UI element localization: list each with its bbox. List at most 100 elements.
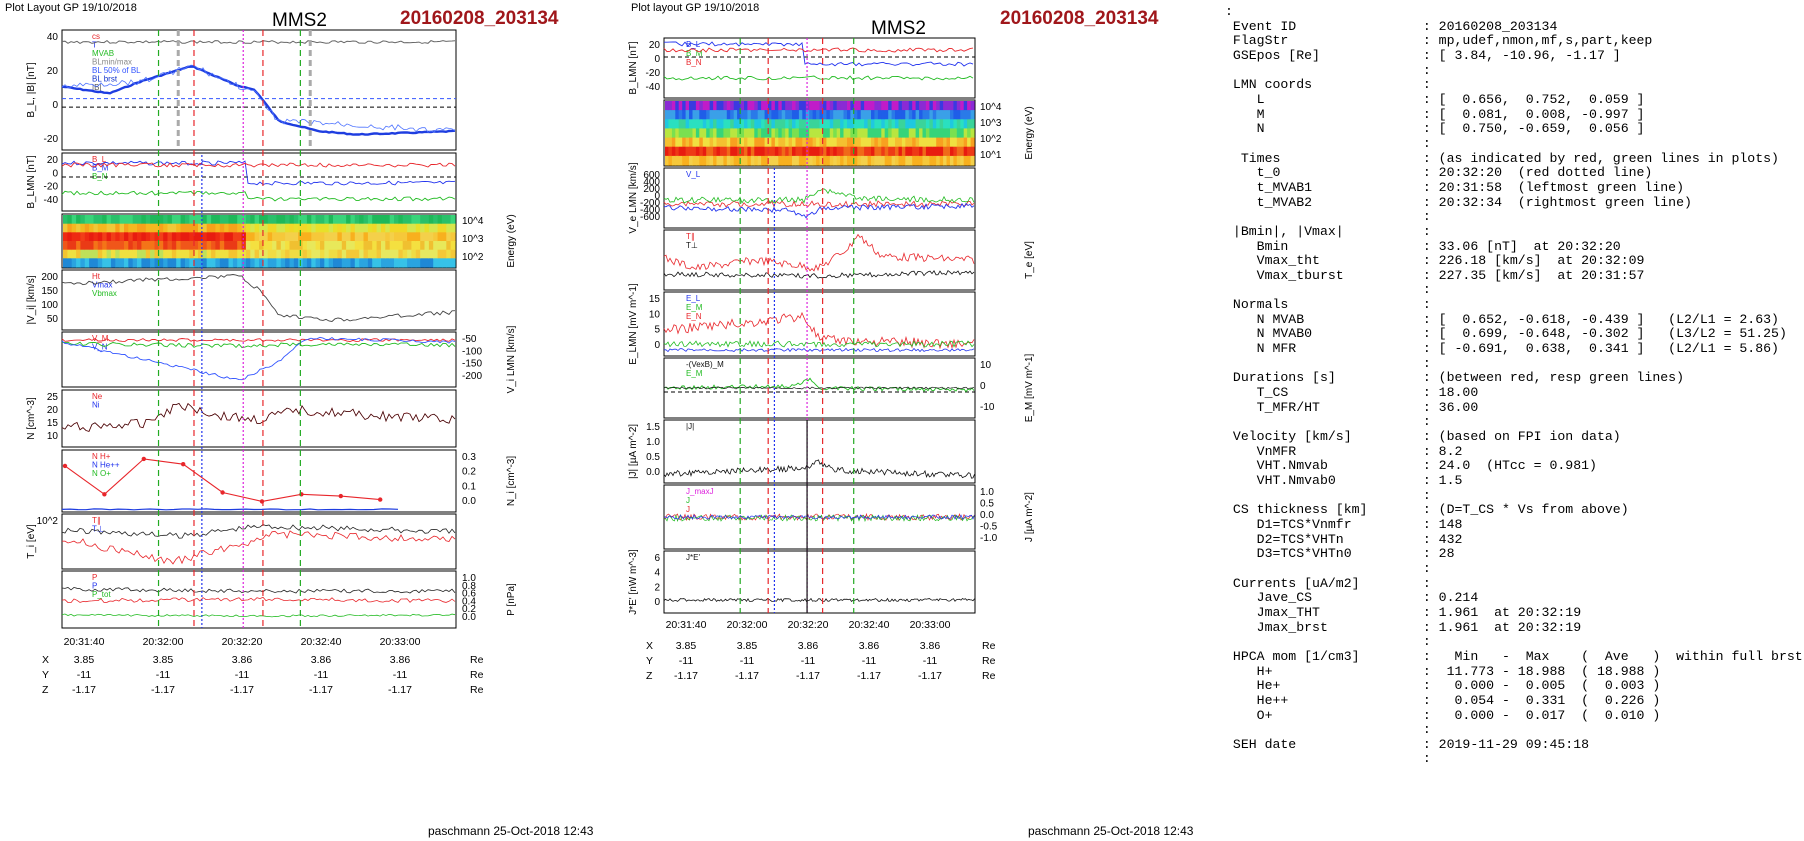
- left-time-tick: 20:31:40: [64, 636, 105, 648]
- middle-spectrogram-cell: [905, 155, 910, 166]
- middle-spectrogram-cell: [822, 101, 827, 111]
- left-spectrogram-cell: [324, 241, 330, 251]
- left-spectrogram-cell: [276, 249, 282, 259]
- left-legend-entry: V_N: [92, 343, 108, 352]
- left-spectrogram-cell: [367, 241, 373, 251]
- middle-spectrogram-cell: [925, 128, 930, 139]
- info-line: :: [1225, 209, 1431, 225]
- middle-spectrogram-cell: [840, 128, 845, 139]
- left-spectrogram-cell: [367, 215, 373, 225]
- left-spectrogram-cell: [176, 249, 182, 259]
- left-spectrogram-cell: [171, 258, 177, 268]
- left-spectrogram-cell: [346, 241, 352, 251]
- left-coord-unit: Re: [470, 669, 484, 681]
- left-spectrogram-cell: [267, 232, 273, 242]
- middle-spectrogram-cell: [761, 119, 766, 129]
- left-spectrogram-cell: [97, 241, 103, 251]
- left-spectrogram-cell: [180, 232, 186, 242]
- middle-spectrogram-cell: [901, 146, 906, 157]
- left-legend-entry: N He++: [92, 461, 120, 470]
- left-spectrogram-cell: [89, 249, 95, 259]
- middle-spectrogram-cell: [970, 119, 975, 129]
- middle-spectrogram-cell: [802, 110, 807, 120]
- middle-spectrogram-cell: [898, 128, 903, 139]
- info-line: He+ : 0.000 - 0.005 ( 0.003 ): [1225, 678, 1661, 694]
- middle-spectrogram-cell: [774, 128, 779, 139]
- middle-spectrogram-cell: [905, 137, 910, 148]
- middle-spectrogram-cell: [901, 155, 906, 166]
- left-spectrogram-cell: [333, 232, 338, 242]
- left-spectrogram-cell: [119, 232, 125, 242]
- left-coord-value: -11: [235, 669, 250, 681]
- left-tperp-line: [61, 530, 456, 565]
- left-spectrogram-cell: [407, 215, 413, 225]
- left-spectrogram-cell: [250, 258, 256, 268]
- middle-spectrogram-cell: [771, 146, 776, 157]
- middle-spectrogram-cell: [843, 146, 848, 157]
- left-spectrogram-cell: [206, 232, 212, 242]
- middle-spectrogram-cell: [764, 155, 769, 166]
- left-layout-label: Plot Layout GP 19/10/2018: [5, 2, 137, 14]
- left-spectrogram-cell: [441, 241, 447, 251]
- left-spectrogram-cell: [411, 215, 417, 225]
- middle-spectrogram-cell: [826, 155, 831, 166]
- middle-spectrogram-cell: [960, 128, 965, 139]
- middle-spectrogram-cell: [719, 146, 724, 157]
- left-spectrogram-cell: [420, 223, 426, 233]
- left-spectrogram-cell: [420, 215, 426, 225]
- middle-spectrogram-cell: [719, 155, 724, 166]
- left-legend-entry: V_M: [92, 334, 109, 343]
- middle-spectrogram-cell: [936, 155, 941, 166]
- middle-tick-label: 10^2: [980, 134, 1002, 145]
- middle-spectrogram-cell: [764, 110, 769, 120]
- left-spectrogram-cell: [141, 232, 147, 242]
- middle-spectrogram-cell: [802, 137, 807, 148]
- left-spectrogram-cell: [141, 241, 147, 251]
- info-line: H+ : 11.773 - 18.988 ( 18.988 ): [1225, 663, 1661, 679]
- middle-spectrogram-cell: [836, 110, 841, 120]
- left-spectrogram-cell: [350, 223, 356, 233]
- middle-spectrogram-cell: [963, 128, 968, 139]
- left-spectrogram-cell: [219, 249, 225, 259]
- middle-spectrogram-cell: [943, 119, 948, 129]
- middle-spectrogram-cell: [943, 155, 948, 166]
- info-line: N MVAB : [ 0.652, -0.618, -0.439 ] (L2/L…: [1225, 311, 1779, 327]
- middle-spectrogram-cell: [754, 137, 759, 148]
- left-spectrogram-cell: [67, 223, 73, 233]
- middle-spectrogram-cell: [874, 155, 879, 166]
- middle-spectrogram-cell: [730, 155, 735, 166]
- middle-spectrogram-cell: [733, 137, 738, 148]
- middle-spectrogram-cell: [963, 155, 968, 166]
- middle-spectrogram-cell: [706, 137, 711, 148]
- middle-spectrogram-cell: [740, 146, 745, 157]
- middle-spectrogram-cell: [695, 155, 700, 166]
- left-spectrogram-cell: [67, 215, 73, 225]
- left-spectrogram-cell: [154, 258, 160, 268]
- left-spectrogram-cell: [224, 223, 230, 233]
- left-spectrogram-cell: [394, 241, 399, 251]
- left-spectrogram-cell: [250, 215, 256, 225]
- left-spectrogram-cell: [402, 249, 408, 259]
- left-spectrogram-cell: [280, 223, 286, 233]
- left-spectrogram-cell: [163, 241, 169, 251]
- middle-spectrogram-cell: [950, 128, 954, 139]
- left-spectrogram-cell: [115, 223, 121, 233]
- left-spectrogram-cell: [293, 249, 299, 259]
- left-spectrogram-cell: [84, 232, 90, 242]
- left-spectrogram-cell: [376, 215, 382, 225]
- left-spectrogram-cell: [150, 258, 156, 268]
- middle-spectrogram-cell: [847, 137, 851, 148]
- middle-spectrogram-cell: [912, 155, 917, 166]
- left-spectrogram-cell: [63, 249, 68, 259]
- left-spectrogram-cell: [402, 232, 408, 242]
- info-line: N MFR : [ -0.691, 0.638, 0.341 ] (L2/L1 …: [1225, 341, 1779, 357]
- left-spectrogram-cell: [102, 232, 108, 242]
- middle-spectrogram-cell: [798, 155, 803, 166]
- middle-coord-label: Z: [646, 670, 653, 682]
- left-spectrogram-cell: [63, 258, 68, 268]
- middle-vexb-line: [663, 386, 975, 390]
- left-spectrogram-cell: [154, 223, 160, 233]
- left-panel-frame: [61, 213, 457, 269]
- middle-spectrogram-cell: [764, 101, 769, 111]
- left-spectrogram-cell: [341, 258, 347, 268]
